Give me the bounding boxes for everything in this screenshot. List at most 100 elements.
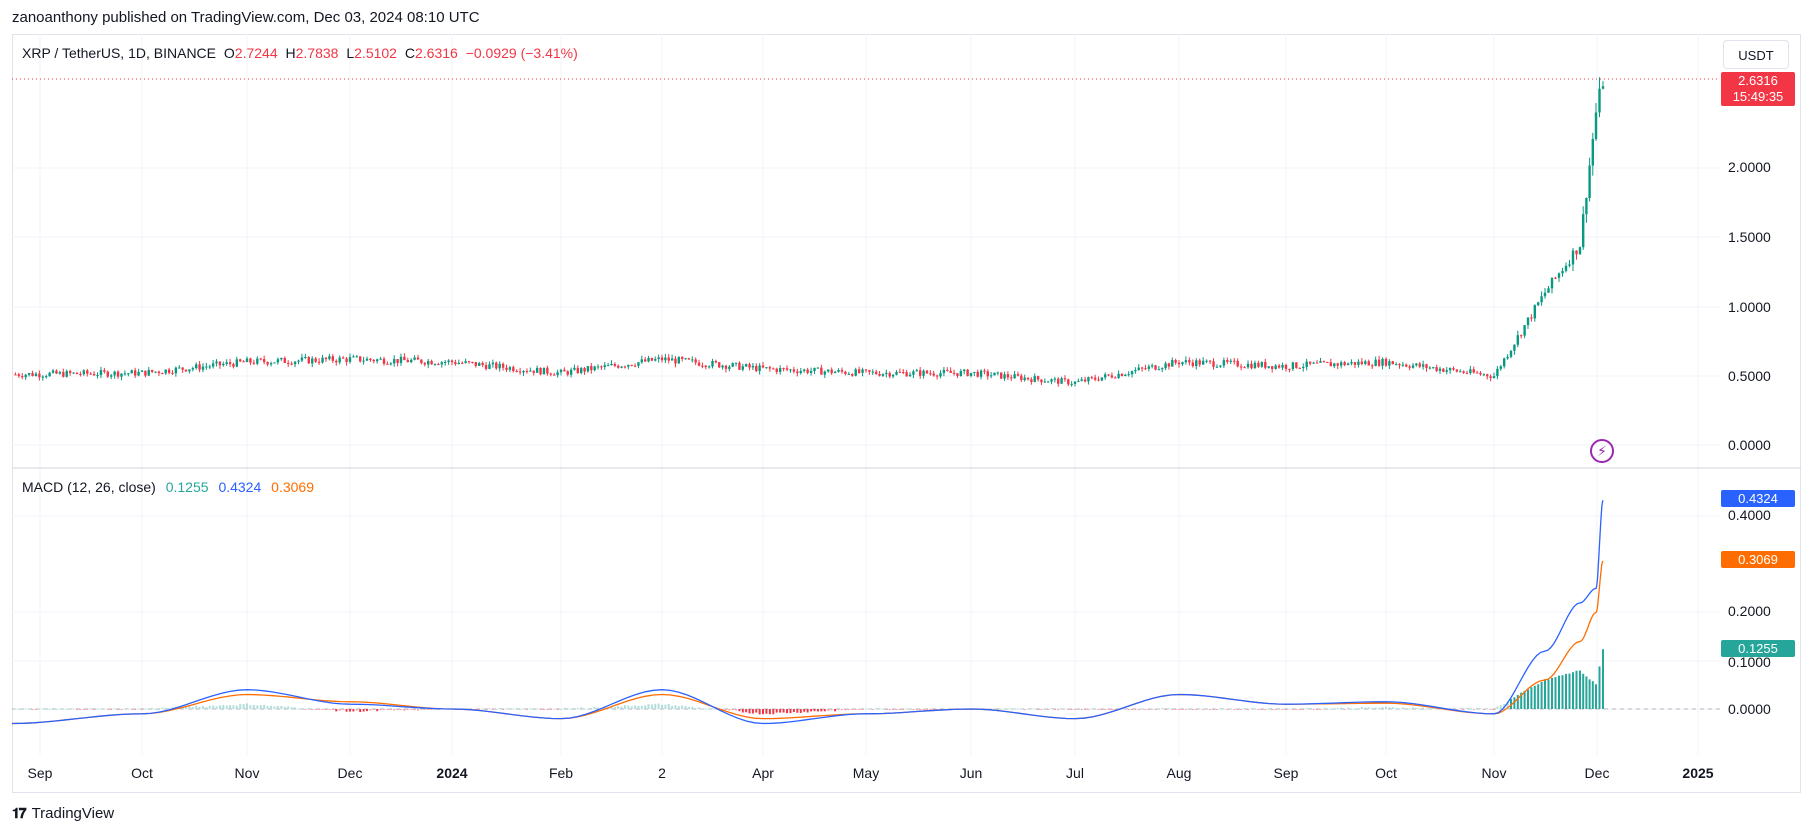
candle-body [201, 366, 205, 370]
histogram-bar [1127, 709, 1130, 710]
histogram-bar [338, 709, 341, 711]
histogram-bar [1572, 672, 1574, 709]
candle-body [704, 365, 707, 368]
histogram-bar [437, 709, 440, 710]
histogram-bar [352, 709, 355, 712]
candle-body [51, 370, 55, 373]
candle-body [1319, 361, 1322, 363]
candle-body [1520, 335, 1523, 337]
histogram-bar [620, 706, 623, 709]
candle-body [1594, 112, 1598, 139]
histogram-bar [1395, 708, 1398, 710]
histogram-bar [304, 709, 307, 710]
histogram-bar [201, 705, 204, 709]
candle-body [833, 371, 837, 374]
candle-body [1267, 366, 1270, 368]
histogram-bar [898, 709, 901, 710]
histogram-bar [86, 709, 89, 710]
histogram-bar [52, 708, 55, 710]
histogram-bar [1131, 709, 1134, 710]
candle-body [433, 364, 437, 366]
low-label: L [346, 45, 355, 61]
open-value: 2.7244 [234, 45, 278, 61]
histogram-bar [359, 709, 362, 713]
histogram-bar [681, 705, 684, 709]
candle-body [1374, 359, 1377, 366]
histogram-bar [69, 708, 72, 710]
candle-body [328, 356, 331, 360]
candle-body [14, 374, 17, 376]
histogram-bar [570, 708, 573, 710]
histogram-bar [1063, 708, 1066, 710]
histogram-bar [24, 708, 27, 710]
histogram-bar [1157, 708, 1160, 710]
candle-body [1486, 374, 1489, 377]
histogram-bar [106, 709, 109, 710]
histogram-bar [1188, 708, 1191, 710]
histogram-bar [76, 709, 78, 710]
price-axis-label: 2.0000 [1728, 159, 1771, 175]
histogram-bar [1312, 709, 1315, 710]
histogram-bar [1305, 707, 1308, 709]
candle-body [1585, 198, 1588, 215]
histogram-bar [120, 709, 123, 710]
histogram-bar [113, 708, 116, 710]
candle-body [171, 372, 174, 374]
candle-body [478, 363, 481, 366]
candle-body [606, 365, 610, 367]
candle-body [552, 374, 556, 376]
candle-body [232, 364, 235, 367]
candle-body [228, 362, 232, 365]
histogram-bar [847, 709, 850, 710]
price-candles [14, 77, 1605, 387]
histogram-bar [1178, 709, 1180, 710]
histogram-bar [820, 709, 823, 712]
histogram-bar [1030, 708, 1033, 710]
candle-body [1295, 362, 1298, 368]
candle-body [1360, 361, 1364, 364]
candle-body [55, 370, 58, 374]
histogram-bar [810, 709, 813, 712]
histogram-bar [858, 709, 861, 710]
histogram-bar [410, 709, 413, 710]
histogram-bar [185, 706, 188, 709]
candle-body [1425, 364, 1428, 369]
histogram-bar [1295, 709, 1298, 710]
histogram-bar [661, 704, 663, 709]
candle-body [583, 368, 586, 372]
candle-body [1212, 361, 1215, 367]
candle-body [556, 372, 559, 376]
candle-body [1381, 358, 1384, 366]
histogram-bar [1198, 708, 1201, 710]
histogram-bar [1090, 708, 1093, 710]
candle-body [623, 366, 627, 368]
candle-body [1130, 371, 1134, 375]
candle-body [711, 361, 714, 367]
candle-body [474, 362, 478, 366]
histogram-bar [671, 706, 674, 709]
price-axis-label: 1.5000 [1728, 229, 1771, 245]
candle-body [464, 361, 467, 363]
histogram-bar [283, 706, 286, 709]
histogram-bar [881, 708, 884, 710]
histogram-bar [560, 708, 562, 710]
signal-line [11, 560, 1604, 725]
candle-body [491, 362, 495, 365]
candle-body [1371, 365, 1374, 367]
candle-body [181, 367, 184, 370]
histogram-bar [276, 705, 279, 709]
histogram-bar [851, 709, 854, 710]
histogram-bar [1371, 708, 1374, 710]
macd-value: 0.4324 [218, 479, 262, 495]
lightning-icon[interactable]: ⚡ [1590, 439, 1614, 463]
candle-body [1201, 360, 1205, 365]
candle-body [796, 371, 799, 374]
candle-body [144, 370, 147, 376]
histogram-bar [844, 709, 847, 711]
candle-body [1033, 376, 1036, 382]
candle-body [518, 371, 522, 373]
brand-footer[interactable]: 𝟏𝟕 TradingView [12, 805, 114, 822]
candle-body [1154, 365, 1157, 370]
currency-unit-button[interactable]: USDT [1723, 40, 1789, 69]
